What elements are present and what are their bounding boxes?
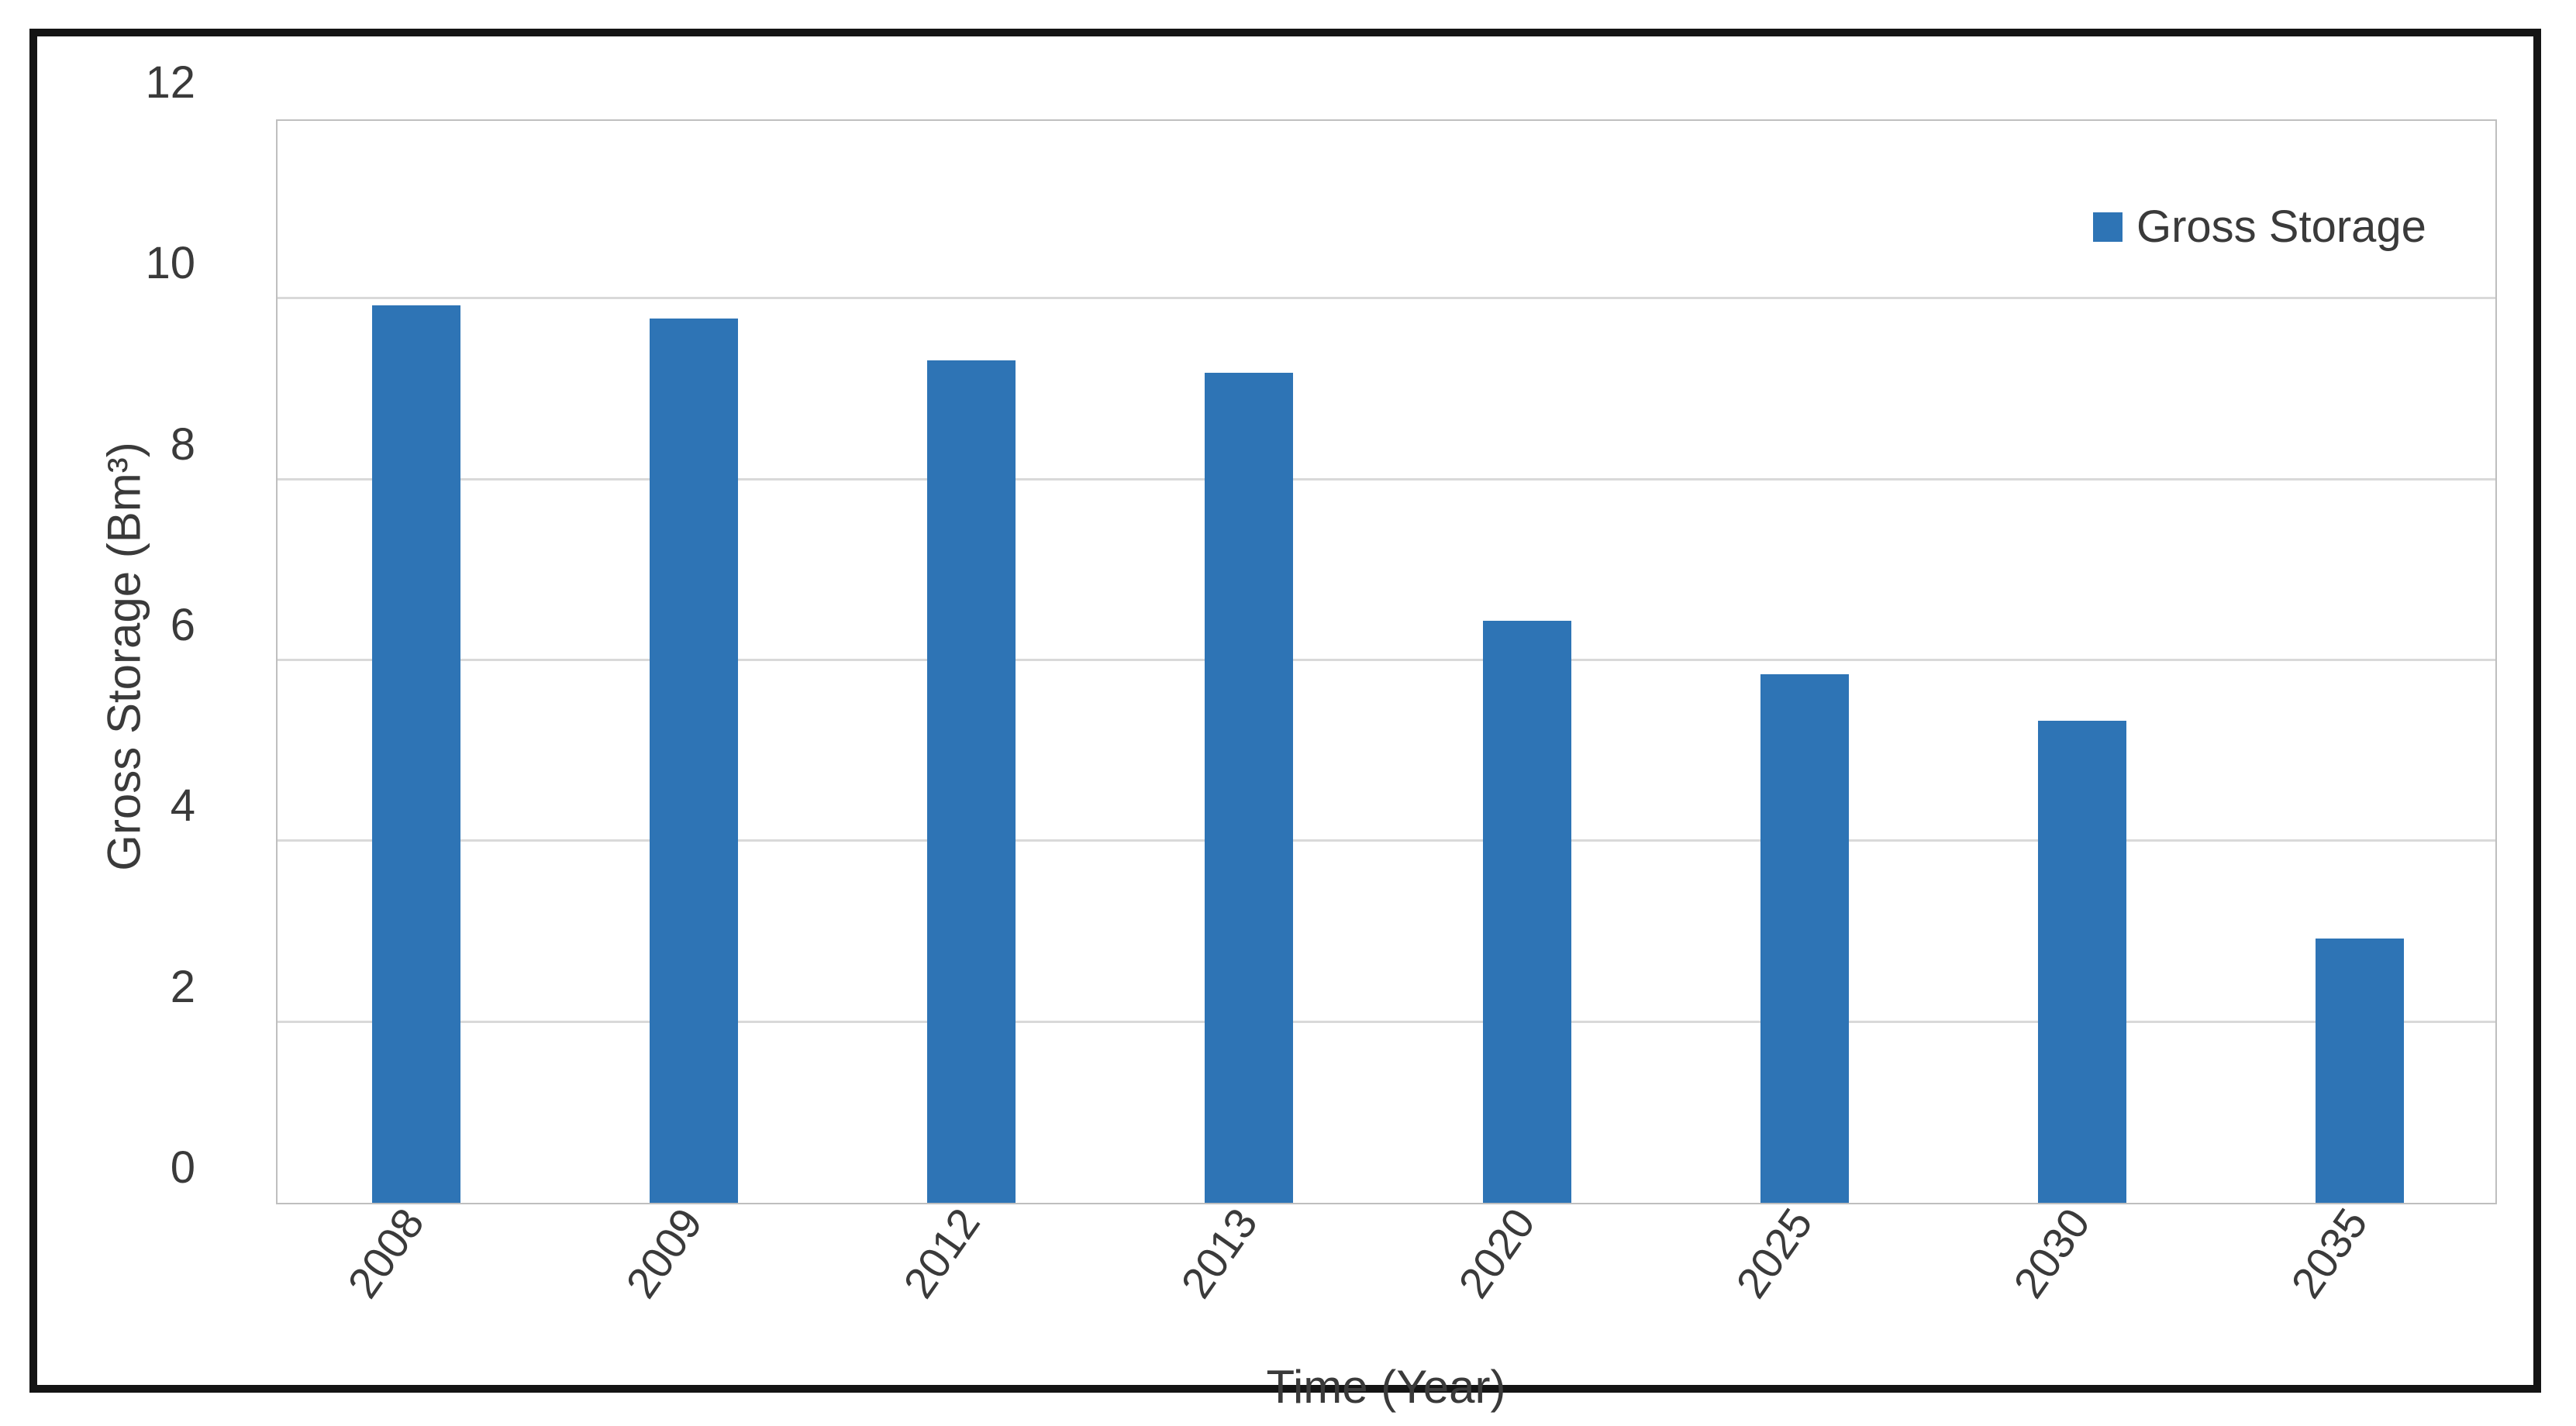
x-axis-title: Time (Year)	[1266, 1361, 1506, 1413]
gridline-y-2	[278, 1020, 2495, 1023]
y-axis-tick-label-4: 4	[170, 780, 195, 832]
bar-2013	[1205, 373, 1294, 1203]
plot-area	[276, 119, 2497, 1204]
y-axis-tick-label-8: 8	[170, 418, 195, 470]
bar-2020	[1482, 620, 1571, 1203]
legend: Gross Storage	[2093, 201, 2426, 253]
gridline-y-4	[278, 839, 2495, 842]
bar-2035	[2315, 939, 2404, 1203]
gridline-y-6	[278, 659, 2495, 661]
y-axis-tick-label-2: 2	[170, 961, 195, 1012]
figure-border: Gross Storage (Bm³) Time (Year) Gross St…	[29, 29, 2541, 1413]
y-axis-tick-label-0: 0	[170, 1142, 195, 1193]
y-axis-tick-label-12: 12	[145, 57, 195, 108]
legend-series-label: Gross Storage	[2136, 202, 2426, 252]
gridline-y-10	[278, 297, 2495, 300]
bar-2030	[2037, 721, 2126, 1203]
gridline-y-8	[278, 477, 2495, 480]
y-axis-tick-label-10: 10	[145, 238, 195, 289]
y-axis-tick-label-6: 6	[170, 600, 195, 650]
bar-2008	[372, 305, 461, 1203]
bar-2009	[650, 319, 739, 1203]
bar-2012	[927, 360, 1016, 1203]
legend-color-swatch	[2093, 212, 2123, 242]
bar-2025	[1760, 673, 1849, 1203]
